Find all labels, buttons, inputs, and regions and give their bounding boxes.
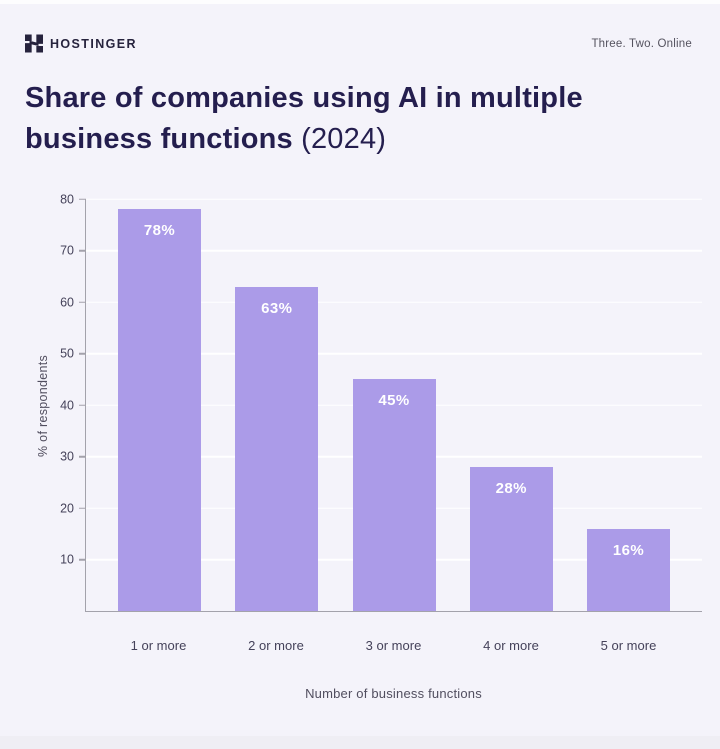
bar: 16%: [587, 528, 670, 611]
title-year: (2024): [292, 123, 387, 156]
gridline: [86, 198, 702, 200]
bar-value-label: 16%: [612, 541, 645, 559]
x-tick-label: 4 or more: [483, 638, 539, 653]
x-axis-tick-labels: 1 or more 2 or more 3 or more 4 or more 5 or…: [85, 638, 702, 653]
bar: 78%: [118, 209, 201, 611]
gridline: [86, 301, 702, 303]
x-tick-label: 3 or more: [365, 638, 422, 653]
y-tick-label: 30: [60, 449, 74, 464]
brand-tagline: Three. Two. Online: [591, 37, 692, 50]
title-line-2: business functions (2024): [25, 119, 685, 160]
bar-value-label: 28%: [495, 479, 527, 497]
bottom-strip: [0, 736, 720, 749]
y-tick-mark: [79, 404, 86, 406]
y-tick-label: 20: [60, 500, 74, 515]
y-tick-mark: [79, 558, 86, 561]
brand-name: HOSTINGER: [50, 36, 137, 51]
hostinger-h-icon: [25, 34, 43, 53]
brand-logo: HOSTINGER: [25, 34, 137, 53]
gridline: [86, 249, 702, 252]
x-tick-label: 2 or more: [248, 638, 304, 653]
x-tick-label: 5 or more: [600, 638, 657, 653]
bar: 28%: [469, 466, 553, 611]
y-tick-mark: [79, 198, 86, 200]
page-title: Share of companies using AI in multiple …: [25, 78, 685, 160]
y-tick-mark: [79, 352, 86, 355]
x-axis-title: Number of business functions: [305, 686, 482, 701]
y-tick-mark: [79, 249, 86, 252]
y-tick-label: 70: [60, 243, 74, 258]
bar-value-label: 45%: [378, 392, 410, 410]
bars-container: 78% 63% 45% 28% 16%: [86, 199, 702, 611]
top-strip: [0, 0, 720, 4]
y-tick-mark: [79, 455, 86, 458]
y-tick-mark: [79, 507, 86, 509]
y-tick-label: 60: [60, 294, 74, 309]
title-line-1: Share of companies using AI in multiple: [25, 82, 583, 114]
bar: 45%: [352, 379, 436, 611]
plot-area: 10 20 30 40 50 60 70 80 78% 63% 45% 28% 16%: [60, 193, 702, 612]
y-tick-label: 40: [60, 397, 74, 412]
x-tick-label: 1 or more: [130, 638, 187, 653]
y-tick-mark: [79, 301, 86, 303]
header: HOSTINGER Three. Two. Online: [25, 34, 692, 53]
gridline: [86, 352, 702, 355]
bar: 63%: [235, 286, 319, 611]
bar-value-label: 78%: [143, 222, 176, 240]
bar-value-label: 63%: [261, 299, 293, 317]
title-line-2-bold: business functions: [25, 123, 293, 156]
y-tick-label: 10: [60, 552, 74, 567]
y-tick-label: 80: [60, 191, 74, 206]
y-tick-label: 50: [60, 346, 74, 361]
